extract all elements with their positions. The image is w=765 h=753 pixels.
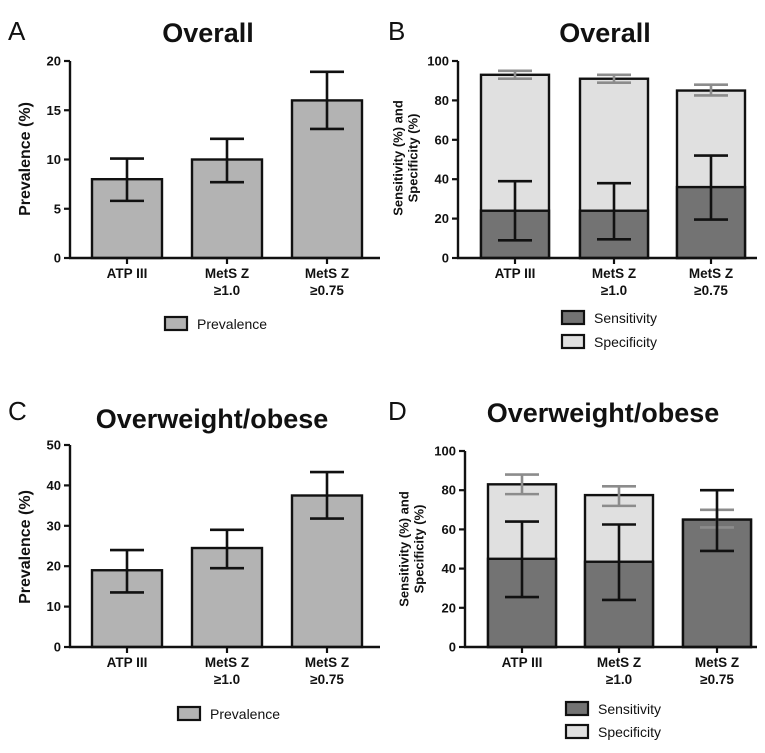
- panel-d-legend-swatch-sensitivity: [564, 700, 590, 717]
- panel-b-y-tick-label: 20: [435, 211, 449, 226]
- panel-a-y-tick-label: 5: [54, 201, 61, 216]
- panel-d-x-tick-label: MetS Z: [695, 655, 739, 670]
- panel-b-x-tick-label: ≥1.0: [601, 283, 627, 298]
- panel-d-y-tick-label: 20: [442, 600, 456, 615]
- panel-d-y-tick-label: 80: [442, 483, 456, 498]
- panel-d-legend-label-sensitivity: Sensitivity: [598, 701, 661, 717]
- panel-d-y-axis-label: Sensitivity (%) andSpecificity (%): [397, 491, 427, 607]
- panel-a-legend-swatch-prevalence: [163, 315, 189, 332]
- panel-c-legend-label-prevalence: Prevalence: [210, 706, 280, 722]
- panel-b-y-axis-label: Sensitivity (%) andSpecificity (%): [391, 100, 421, 216]
- panel-c-x-tick-label: ATP III: [107, 655, 148, 670]
- panel-a-x-tick-label: ATP III: [107, 266, 148, 281]
- panel-a-title: Overall: [162, 18, 254, 48]
- panel-b-legend-swatch-sensitivity: [560, 309, 586, 326]
- panel-a-legend-label-prevalence: Prevalence: [197, 316, 267, 332]
- panel-a-y-tick-label: 15: [47, 103, 61, 118]
- panel-c-title: Overweight/obese: [96, 404, 329, 434]
- panel-d-y-tick-label: 0: [449, 640, 456, 655]
- panel-d-y-axis-label-line: Sensitivity (%) and: [397, 491, 412, 607]
- panel-a: A Overall Prevalence (%) ATP III MetS Z ≥1.0 M…: [8, 16, 380, 332]
- panel-d-x-tick-label: MetS Z: [597, 655, 641, 670]
- panel-c-letter: C: [8, 396, 27, 426]
- panel-b: B Overall Sensitivity (%) andSpecificity (…: [388, 16, 757, 350]
- panel-a-y-tick-label: 0: [54, 251, 61, 266]
- panel-c-y-tick-label: 40: [47, 478, 61, 493]
- panel-b-y-tick-label: 0: [442, 251, 449, 266]
- panel-c-x-tick-label: ≥1.0: [214, 672, 240, 687]
- panel-b-x-tick-label: MetS Z: [592, 266, 636, 281]
- panel-b-y-axis-label-line: Sensitivity (%) and: [391, 100, 406, 216]
- panel-b-legend-label-specificity: Specificity: [594, 334, 657, 350]
- panel-b-legend-label-sensitivity: Sensitivity: [594, 310, 657, 326]
- panel-c-y-tick-label: 10: [47, 599, 61, 614]
- panel-a-x-tick-label: MetS Z: [205, 266, 249, 281]
- panel-a-letter: A: [8, 16, 26, 46]
- panel-c-x-tick-label: ≥0.75: [310, 672, 344, 687]
- panel-c-x-tick-label: MetS Z: [205, 655, 249, 670]
- panel-b-y-axis-label-line: Specificity (%): [406, 114, 421, 203]
- panel-b-legend-swatch-specificity: [560, 333, 586, 350]
- panel-a-y-tick-label: 20: [47, 54, 61, 69]
- panel-a-y-tick-label: 10: [47, 152, 61, 167]
- panel-d-y-tick-label: 60: [442, 522, 456, 537]
- panel-c-legend-swatch-prevalence: [176, 705, 202, 722]
- panel-b-y-tick-label: 40: [435, 172, 449, 187]
- panel-b-x-tick-label: MetS Z: [689, 266, 733, 281]
- panel-c: C Overweight/obese Prevalence (%) ATP III Me…: [8, 396, 380, 722]
- panel-d-title: Overweight/obese: [487, 398, 720, 428]
- panel-c-y-axis-label: Prevalence (%): [17, 490, 34, 604]
- panel-d-letter: D: [388, 396, 407, 426]
- panel-b-x-tick-label: ≥0.75: [694, 283, 728, 298]
- panel-b-y-tick-label: 100: [427, 54, 449, 69]
- panel-a-y-axis-label: Prevalence (%): [17, 102, 34, 216]
- panel-a-x-tick-label: MetS Z: [305, 266, 349, 281]
- panel-b-title: Overall: [559, 18, 651, 48]
- panel-d-y-axis-label-line: Specificity (%): [412, 505, 427, 594]
- panel-c-bar-prevalence: [290, 494, 364, 649]
- panel-b-x-tick-label: ATP III: [495, 266, 536, 281]
- panel-d-x-tick-label: ≥1.0: [606, 672, 632, 687]
- panel-d-x-tick-label: ≥0.75: [700, 672, 734, 687]
- panel-c-y-tick-label: 50: [47, 438, 61, 453]
- panel-a-x-tick-label: ≥1.0: [214, 283, 240, 298]
- panel-d-x-tick-label: ATP III: [502, 655, 543, 670]
- panel-d-y-tick-label: 40: [442, 561, 456, 576]
- panel-a-x-tick-label: ≥0.75: [310, 283, 344, 298]
- panel-b-y-tick-label: 80: [435, 93, 449, 108]
- panel-c-y-tick-label: 20: [47, 559, 61, 574]
- panel-d-legend-label-specificity: Specificity: [598, 724, 661, 740]
- panel-b-y-tick-label: 60: [435, 132, 449, 147]
- panel-d-legend-swatch-specificity: [564, 723, 590, 740]
- panel-c-x-tick-label: MetS Z: [305, 655, 349, 670]
- panel-c-y-tick-label: 0: [54, 640, 61, 655]
- panel-d-y-tick-label: 100: [434, 444, 456, 459]
- panel-c-y-tick-label: 30: [47, 518, 61, 533]
- panel-b-letter: B: [388, 16, 405, 46]
